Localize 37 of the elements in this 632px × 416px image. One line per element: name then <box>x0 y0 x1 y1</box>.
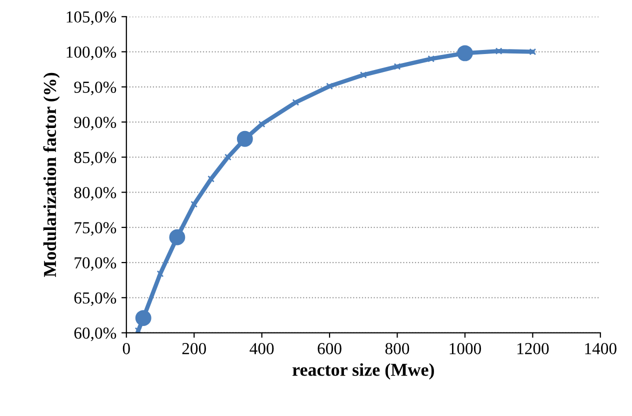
point <box>292 98 300 106</box>
point <box>156 270 164 278</box>
x-tick-label: 1400 <box>585 343 616 354</box>
y-tick-label: 65,0% <box>74 292 116 306</box>
y-tick-label: 75,0% <box>74 222 116 236</box>
point <box>135 310 152 326</box>
point <box>360 71 367 78</box>
point <box>190 200 198 208</box>
y-tick-label: 90,0% <box>74 116 116 130</box>
point <box>394 63 401 70</box>
point <box>456 45 473 62</box>
x-tick-label: 0 <box>122 343 130 354</box>
point <box>169 229 186 246</box>
point <box>236 130 253 147</box>
point <box>224 154 232 161</box>
x-tick-label: 400 <box>250 343 274 354</box>
x-tick-label: 1200 <box>517 343 549 354</box>
x-tick-label: 600 <box>318 343 342 354</box>
y-axis-title: Modularization factor (%) <box>43 72 60 278</box>
y-tick-label: 80,0% <box>74 186 116 201</box>
x-tick-label: 200 <box>182 343 206 354</box>
y-tick-label: 70,0% <box>74 257 116 271</box>
point <box>258 120 266 128</box>
x-axis-title: reactor size (Mwe) <box>292 363 434 380</box>
x-tick-label: 800 <box>385 343 410 354</box>
y-tick-label: 100,0% <box>66 46 116 60</box>
point <box>495 48 502 55</box>
y-tick-label: 85,0% <box>74 152 116 166</box>
point <box>428 55 435 62</box>
point <box>326 82 334 90</box>
y-tick-label: 95,0% <box>74 82 116 96</box>
y-tick-label: 105,0% <box>66 11 116 25</box>
y-tick-label: 60,0% <box>74 328 116 342</box>
point <box>529 48 536 56</box>
point <box>134 327 142 333</box>
point <box>208 175 215 182</box>
x-tick-label: 1000 <box>450 343 482 354</box>
